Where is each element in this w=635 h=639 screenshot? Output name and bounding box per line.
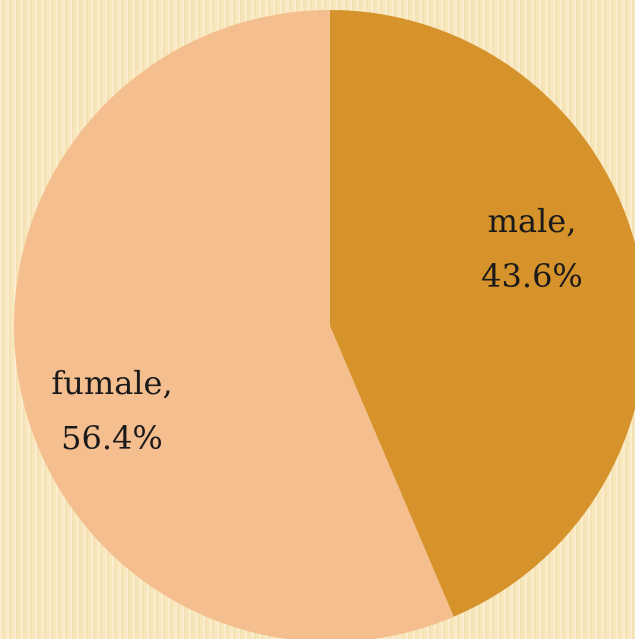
slice-label-male-value: 43.6% bbox=[481, 257, 583, 295]
pie-slice-fumale bbox=[14, 10, 454, 639]
pie-slices bbox=[14, 10, 635, 639]
slice-label-fumale-value: 56.4% bbox=[61, 419, 163, 457]
slice-label-male-name: male, bbox=[488, 202, 577, 240]
slice-label-fumale-name: fumale, bbox=[51, 364, 172, 402]
pie-slice-male bbox=[330, 10, 635, 617]
